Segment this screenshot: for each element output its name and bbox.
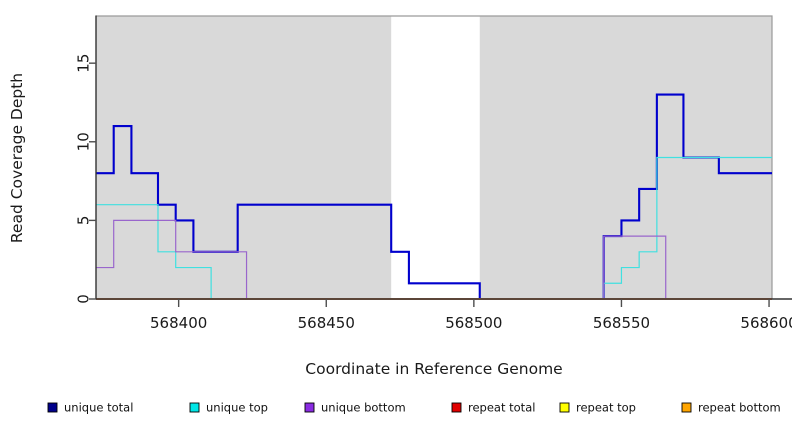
legend-label-repeat-bottom: repeat bottom xyxy=(698,401,781,415)
legend-label-unique-bottom: unique bottom xyxy=(321,401,406,415)
legend-swatch-repeat-bottom xyxy=(681,402,692,413)
legend-swatch-unique-total xyxy=(47,402,58,413)
x-tick-label: 568550 xyxy=(593,314,650,332)
x-tick-label: 568450 xyxy=(298,314,355,332)
x-axis-title: Coordinate in Reference Genome xyxy=(305,360,562,378)
chart-legend: unique total unique top unique bottom repea… xyxy=(47,401,781,415)
panel-border xyxy=(96,15,773,299)
legend-swatch-unique-bottom xyxy=(304,402,315,413)
x-tick-label: 568400 xyxy=(150,314,207,332)
legend-label-unique-total: unique total xyxy=(64,401,133,415)
legend-swatch-repeat-total xyxy=(451,402,462,413)
legend-label-unique-top: unique top xyxy=(206,401,268,415)
x-tick-label: 568600 xyxy=(740,314,792,332)
legend-swatch-repeat-top xyxy=(559,402,570,413)
y-tick-label: 10 xyxy=(75,132,93,151)
y-axis-title: Read Coverage Depth xyxy=(8,73,26,243)
legend-label-repeat-top: repeat top xyxy=(576,401,636,415)
y-tick-label: 5 xyxy=(75,216,93,226)
axis-layer: 0 5 10 15 568400 568450 568500 568550 568600 xyxy=(75,15,792,332)
legend-label-repeat-total: repeat total xyxy=(468,401,535,415)
legend-swatch-unique-top xyxy=(189,402,200,413)
x-tick-label: 568500 xyxy=(445,314,502,332)
panel-gap-region xyxy=(391,16,480,299)
axis-titles: Coordinate in Reference Genome Read Cove… xyxy=(8,73,563,378)
series-line-unique-total xyxy=(96,93,772,301)
y-tick-label: 0 xyxy=(75,294,93,304)
y-tick-label: 15 xyxy=(75,54,93,73)
